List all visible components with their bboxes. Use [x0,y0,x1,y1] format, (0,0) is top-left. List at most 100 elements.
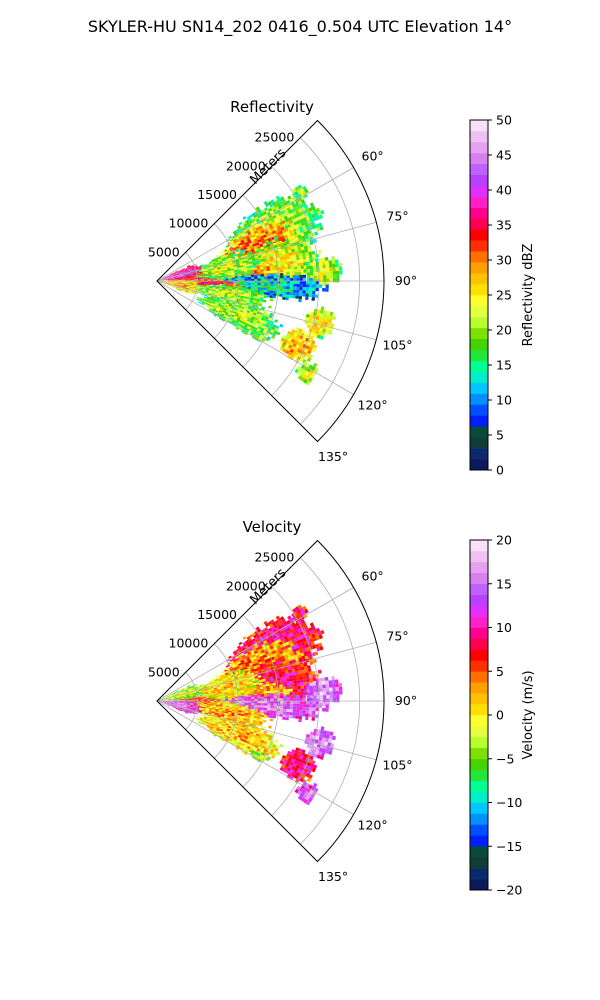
echo-cell [260,287,264,290]
azimuth-tick-label: 105° [382,337,412,352]
echo-cell [295,251,299,255]
echo-cell [283,281,287,284]
echo-cell [329,278,333,283]
echo-cell [323,282,327,286]
echo-cell [254,240,259,244]
echo-cell [310,692,314,696]
echo-cell [258,210,263,215]
echo-cell [302,228,307,233]
echo-cell [291,225,296,230]
echo-cell [237,234,242,238]
echo-cell [269,295,273,299]
echo-cell [296,259,301,264]
echo-cell [286,678,291,682]
echo-cell [295,295,299,299]
echo-cell [288,294,293,299]
echo-cell [307,248,312,253]
echo-cell [256,267,261,270]
echo-cell [285,294,290,298]
echo-cell [285,238,289,243]
echo-cell [325,264,330,268]
echo-cell [269,210,274,215]
colorbar-tick-label: 10 [496,393,512,408]
echo-cell [322,271,327,276]
echo-cell [305,682,310,687]
echo-cell [239,244,243,248]
echo-cell [272,295,276,299]
echo-cell [286,199,291,205]
echo-cell [329,691,333,695]
echo-cell [319,695,324,699]
colorbar-swatch [470,141,488,154]
echo-cell [282,294,286,298]
echo-cell [256,229,261,233]
echo-cell [322,313,327,319]
echo-cell [289,281,294,284]
echo-cell [313,272,317,276]
velocity-title: Velocity [243,518,302,536]
echo-cell [280,259,284,263]
echo-cell [302,217,307,222]
echo-cell [225,244,230,248]
echo-cell [309,682,313,686]
echo-cell [249,235,253,239]
echo-cell [247,291,252,294]
echo-cell [297,184,303,190]
echo-cell [297,247,302,251]
echo-cell [261,240,266,244]
echo-cell [253,271,258,275]
echo-cell [251,289,255,292]
echo-cell [241,286,246,289]
echo-cell [293,263,298,267]
echo-cell [309,284,313,288]
echo-cell [274,229,279,233]
echo-cell [266,211,271,216]
echo-cell [266,290,271,293]
echo-cell [255,242,260,246]
echo-cell [304,235,309,240]
echo-cell [266,292,270,296]
echo-cell [280,275,284,279]
echo-cell [247,269,251,273]
echo-cell [263,287,267,291]
echo-cell [263,266,267,270]
colorbar-swatch [470,448,488,460]
echo-cell [270,228,275,232]
echo-cell [336,698,340,703]
echo-cell [225,253,229,257]
echo-cell [301,190,306,196]
radial-tick-label: 15000 [197,187,237,202]
echo-cell [269,298,274,302]
colorbar-swatch [470,338,488,350]
echo-cell [313,268,317,273]
echo-cell [233,248,238,252]
echo-cell [325,288,329,292]
echo-cell [284,228,289,233]
echo-cell [223,282,227,284]
echo-cell [320,309,324,314]
echo-cell [322,268,327,272]
echo-cell [272,233,277,237]
echo-cell [263,268,267,272]
echo-cell [258,225,263,230]
echo-cell [312,281,316,285]
echo-cell [190,281,194,283]
colorbar-tick-label: 30 [496,253,512,268]
echo-cell [303,205,309,210]
echo-cell [225,287,229,289]
echo-cell [305,262,310,267]
echo-cell [310,221,316,226]
echo-cell [279,243,284,247]
echo-cell [339,270,343,275]
echo-cell [269,254,273,258]
echo-cell [275,231,280,236]
echo-cell [229,284,234,286]
echo-cell [258,222,263,227]
echo-cell [322,264,326,269]
echo-cell [312,209,318,214]
echo-cell [280,226,285,231]
echo-cell [263,295,268,298]
echo-cell [303,269,307,273]
echo-cell [242,221,247,226]
echo-cell [315,281,320,285]
